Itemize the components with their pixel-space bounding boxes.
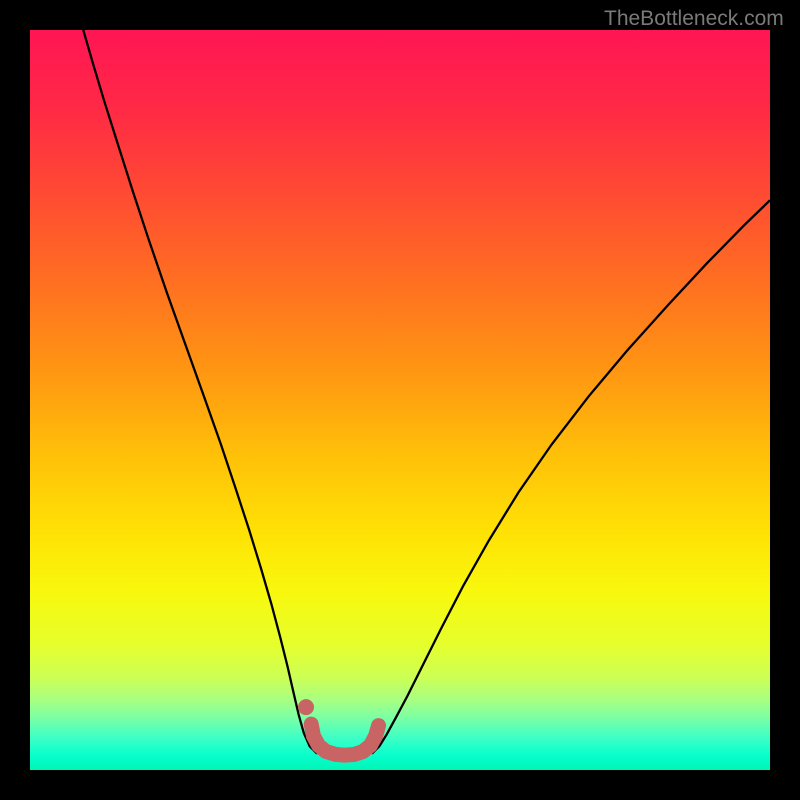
chart-svg <box>30 30 770 770</box>
watermark-text: TheBottleneck.com <box>604 7 784 31</box>
annotation-start-dot <box>298 699 314 715</box>
plot-area <box>30 30 770 770</box>
gradient-background <box>30 30 770 770</box>
